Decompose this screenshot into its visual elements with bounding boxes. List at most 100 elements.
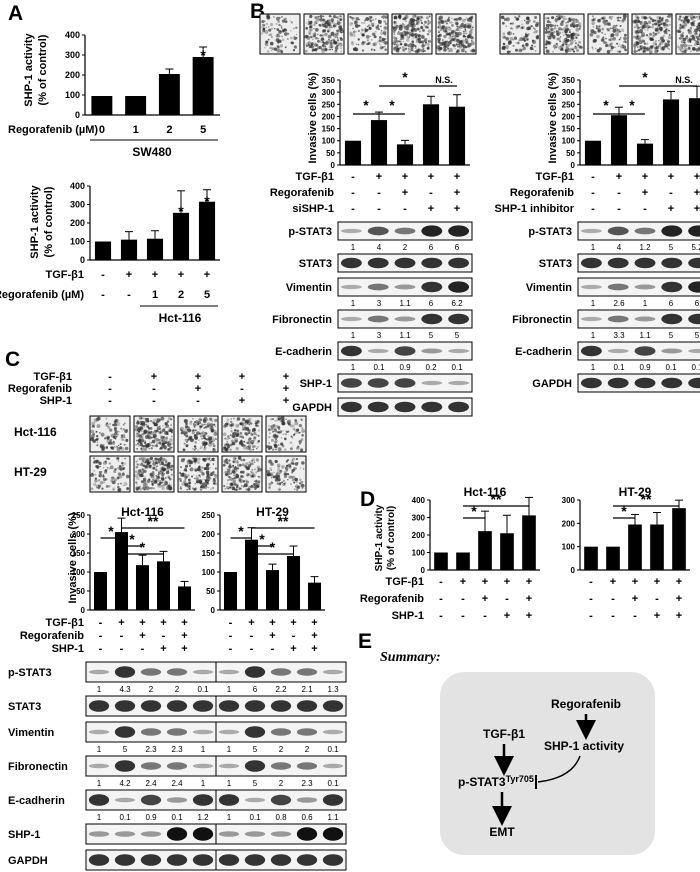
panel-d-mark: - [611, 593, 615, 605]
panel-b-left-blot-value: 5 [455, 331, 460, 340]
panel-label-a: A [8, 2, 24, 25]
panel-d-mark: + [676, 576, 682, 588]
panel-d-chart-bar [434, 552, 448, 570]
panel-c-chart-mark: - [120, 643, 124, 655]
panel-d-mark: + [526, 576, 532, 588]
panel-b-right-blot-band [634, 227, 656, 235]
panel-d-chart-ytick: 0 [571, 566, 576, 575]
panel-b-left-blot-band [340, 228, 362, 234]
panel-c-header-mark: + [195, 383, 201, 395]
panel-c-left-blot-value: 0.1 [119, 813, 131, 822]
panel-b-right-blot-band [634, 257, 656, 269]
panel-b-right-mark: - [669, 187, 673, 199]
panel-b-right-blot-value: 5 [669, 243, 674, 252]
panel-b-right-blot-band [661, 377, 683, 389]
panel-b-right-blot-band [580, 316, 602, 322]
panel-d-chart-ytick: 100 [562, 543, 576, 552]
panel-a-bottom-mark: 5 [204, 289, 210, 301]
panel-b-right-ytick: 350 [562, 76, 576, 85]
panel-b-right-blot-value: 1 [591, 299, 596, 308]
panel-a-bottom-ylabel-1: SHP-1 activity [29, 184, 41, 258]
significance-mark: * [140, 539, 146, 555]
panel-label-d: D [360, 488, 376, 511]
panel-c-right-blot-band [270, 668, 292, 676]
panel-b-right-ytick: 250 [562, 100, 576, 109]
panel-c-right-blot-value: 1 [227, 813, 232, 822]
panel-b-left-ylabel: Invasive cells (%) [307, 72, 319, 163]
panel-c-right-blot-value: 2 [305, 745, 310, 754]
panel-c-chart-mark: + [290, 643, 296, 655]
significance-mark: * [270, 539, 276, 555]
panel-c-chart-mark: - [229, 630, 233, 642]
panel-b-left-blot-frame [337, 309, 473, 329]
panel-b-left-blot-value: 6 [429, 299, 434, 308]
panel-c-left-blot-band [88, 729, 110, 735]
panel-b-right-row-label: TGF-β1 [536, 171, 575, 183]
panel-b-left-blot-value: 1 [351, 243, 356, 252]
panel-b-right-bar [610, 115, 628, 165]
panel-b-right-ns-label: N.S. [675, 75, 693, 85]
panel-b-left-mark: - [351, 187, 355, 199]
panel-b-right-blot-band [688, 313, 700, 325]
panel-a-dose: 5 [200, 124, 206, 136]
panel-d-mark: + [610, 576, 616, 588]
panel-d-mark: - [461, 610, 465, 622]
panel-c-chart-row-label: SHP-1 [52, 643, 84, 655]
panel-b-left-blot-band [448, 380, 470, 386]
panel-b-right-mark: - [591, 203, 595, 215]
panel-c-header-mark: + [151, 371, 157, 383]
panel-b-left-blot-band [367, 226, 389, 236]
panel-a-dose: 1 [133, 124, 139, 136]
panel-b-right-blot-band [580, 257, 602, 269]
panel-b-right-blot-value: 5 [695, 331, 700, 340]
panel-c-right-blot-band [244, 854, 266, 866]
panel-c-left-blot-value: 2 [149, 685, 154, 694]
panel-d-mark: + [460, 576, 466, 588]
panel-b-right-blot-value: 1 [591, 363, 596, 372]
panel-b-right-blot-value: 6 [669, 299, 674, 308]
panel-c-chart-mark: + [160, 617, 166, 629]
panel-c-left-blot-band [192, 729, 214, 735]
significance-mark: * [389, 97, 395, 113]
panel-c-right-blot-value: 1 [227, 685, 232, 694]
panel-c-right-blot-band [296, 762, 318, 770]
panel-a-bottom-mark: + [152, 269, 158, 281]
panel-b-right-blot-band [580, 377, 602, 389]
significance-mark: * [471, 503, 477, 519]
panel-b-left-blot-value: 5 [429, 331, 434, 340]
panel-c-blot-label: Vimentin [8, 727, 55, 739]
significance-mark: ** [148, 513, 159, 529]
panel-b-right-blot-value: 0.1 [665, 363, 677, 372]
panel-label-c: C [5, 348, 21, 371]
panel-c-right-blot-value: 2.3 [301, 779, 313, 788]
panel-c-micrograph [265, 415, 307, 453]
panel-a-bottom-bar [198, 201, 216, 260]
panel-a-bottom-row-label: TGF-β1 [46, 269, 85, 281]
panel-b-right-mark: - [617, 187, 621, 199]
panel-c-header-mark: - [108, 383, 112, 395]
panel-d-mark: + [526, 610, 532, 622]
panel-b-left-blot-value: 1 [351, 299, 356, 308]
panel-b-left-blot-band [448, 225, 470, 237]
panel-d-mark: - [589, 593, 593, 605]
panel-c-right-blot-band [244, 666, 266, 678]
panel-a-top-ytick: 400 [65, 30, 80, 40]
panel-b-left-blot-band [340, 316, 362, 322]
panel-d-chart-bar [628, 524, 642, 570]
panel-c-left-blot-band [140, 728, 162, 736]
panel-c-left-blot-band [88, 763, 110, 769]
panel-b-right-blot-band [607, 283, 629, 291]
panel-b-left-row-label: siSHP-1 [292, 203, 334, 215]
panel-c-chart-bar [223, 572, 238, 610]
panel-c-chart-bar [244, 539, 259, 610]
node-shp1-activity: SHP-1 activity [544, 739, 624, 753]
panel-d-mark: + [632, 593, 638, 605]
panel-b-right-bar [584, 140, 602, 165]
panel-b-left-blot-band [421, 380, 443, 386]
panel-c-left-blot-band [166, 827, 188, 841]
panel-c-left-blot-value: 1 [97, 779, 102, 788]
panel-c-chart-ytick: 200 [72, 530, 86, 539]
panel-b-right-mark: + [694, 171, 700, 183]
panel-b-left-blot-band [448, 281, 470, 293]
significance-mark: * [108, 523, 114, 539]
